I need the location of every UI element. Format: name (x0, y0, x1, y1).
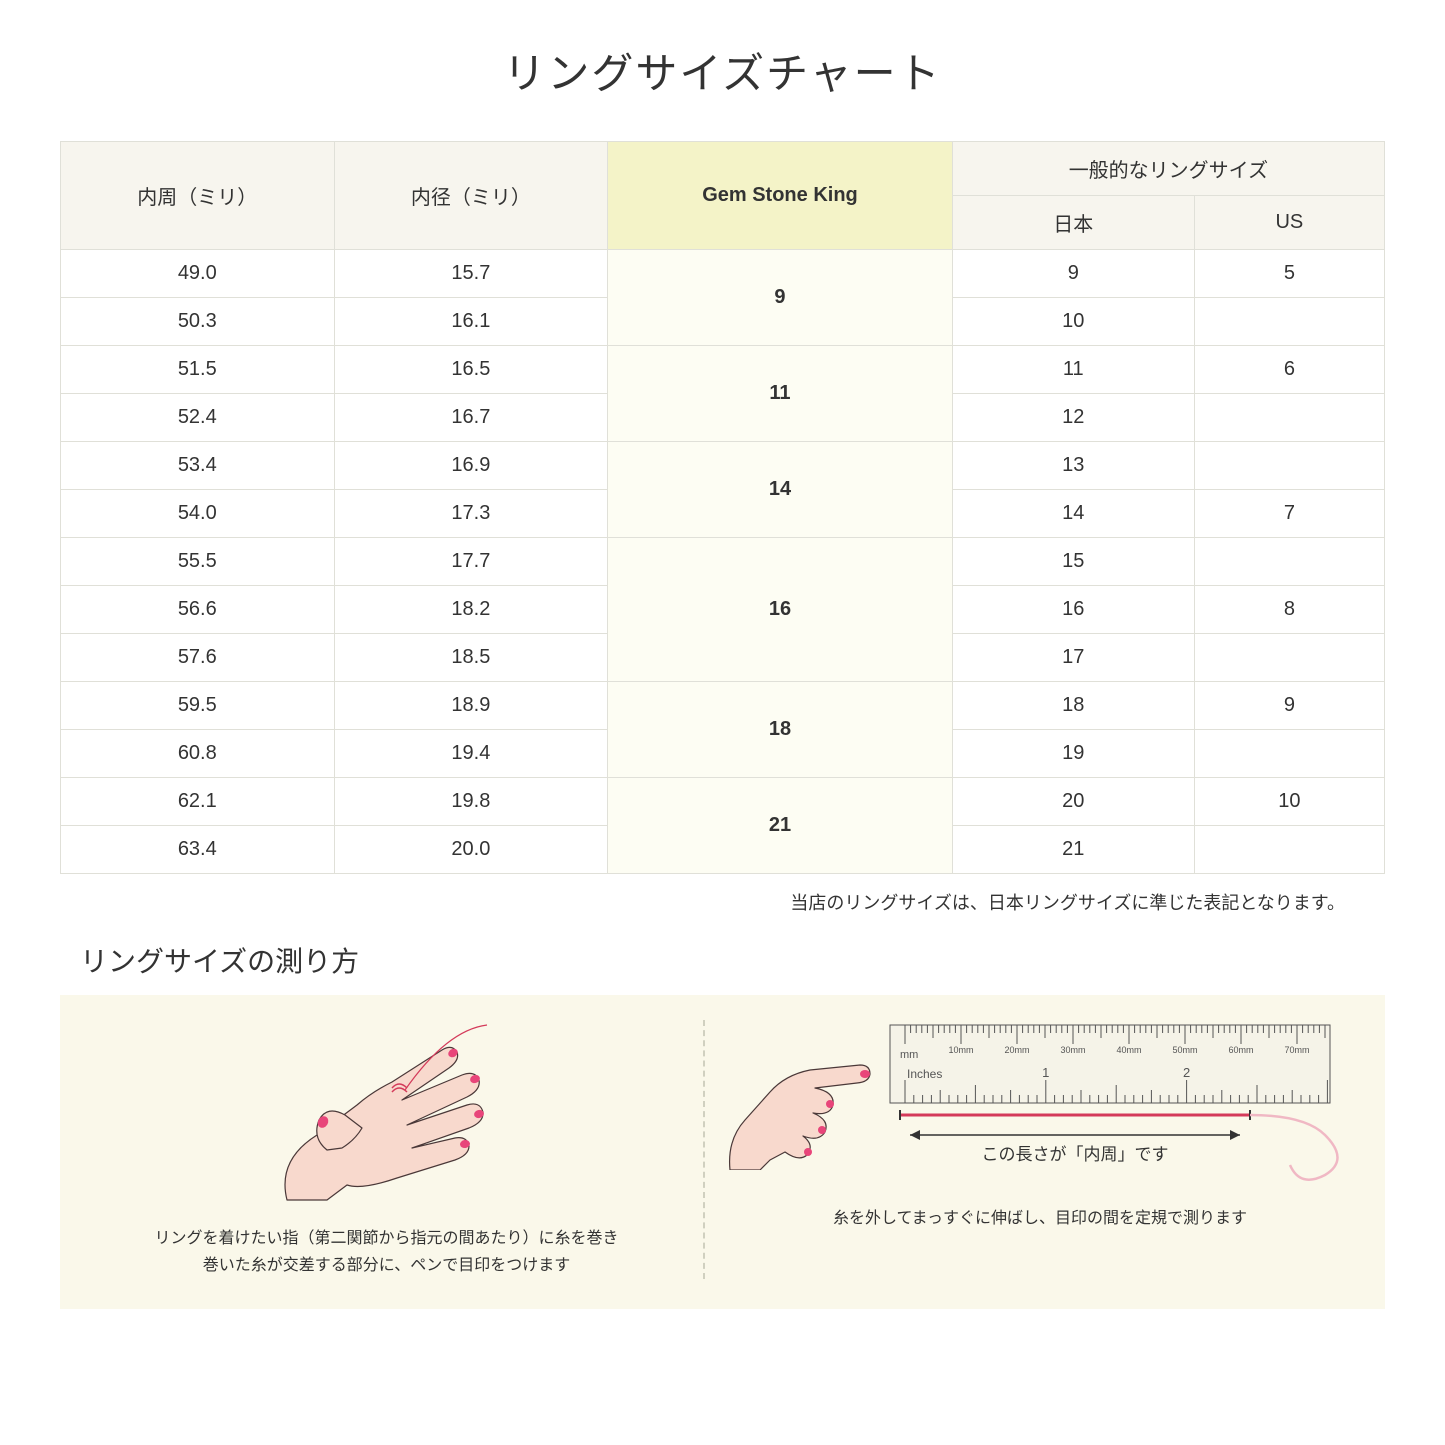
cell-us (1194, 298, 1384, 346)
measure-title: リングサイズの測り方 (80, 940, 1385, 980)
cell-gsk: 18 (608, 682, 953, 778)
cell-circumference: 51.5 (61, 346, 335, 394)
cell-gsk: 11 (608, 346, 953, 442)
svg-text:40mm: 40mm (1116, 1045, 1141, 1055)
page-title: リングサイズチャート (60, 40, 1385, 101)
cell-us: 8 (1194, 586, 1384, 634)
instructions-divider (703, 1020, 705, 1279)
cell-japan: 19 (952, 730, 1194, 778)
ruler-illustration: 10mm 20mm 30mm 40mm 50mm 60mm 70mm mm Inches 1… (885, 1020, 1355, 1190)
cell-diameter: 18.5 (334, 634, 608, 682)
cell-diameter: 18.2 (334, 586, 608, 634)
cell-circumference: 49.0 (61, 250, 335, 298)
cell-circumference: 62.1 (61, 778, 335, 826)
cell-japan: 12 (952, 394, 1194, 442)
cell-gsk: 14 (608, 442, 953, 538)
cell-japan: 15 (952, 538, 1194, 586)
cell-us: 10 (1194, 778, 1384, 826)
cell-circumference: 52.4 (61, 394, 335, 442)
cell-japan: 16 (952, 586, 1194, 634)
cell-diameter: 17.3 (334, 490, 608, 538)
cell-circumference: 59.5 (61, 682, 335, 730)
table-row: 59.518.918189 (61, 682, 1385, 730)
cell-gsk: 16 (608, 538, 953, 682)
cell-us: 7 (1194, 490, 1384, 538)
ruler-mm-label: mm (900, 1049, 918, 1061)
cell-japan: 20 (952, 778, 1194, 826)
instruction-step-1: リングを着けたい指（第二関節から指元の間あたり）に糸を巻き 巻いた糸が交差する部… (90, 1020, 683, 1279)
cell-us (1194, 826, 1384, 874)
cell-japan: 10 (952, 298, 1194, 346)
cell-gsk: 21 (608, 778, 953, 874)
cell-circumference: 55.5 (61, 538, 335, 586)
cell-diameter: 16.9 (334, 442, 608, 490)
cell-diameter: 19.4 (334, 730, 608, 778)
svg-text:1: 1 (1042, 1065, 1049, 1080)
instruction-1-text: リングを着けたい指（第二関節から指元の間あたり）に糸を巻き 巻いた糸が交差する部… (90, 1225, 683, 1279)
cell-japan: 9 (952, 250, 1194, 298)
ruler-in-label: Inches (907, 1067, 942, 1081)
table-row: 55.517.71615 (61, 538, 1385, 586)
cell-us (1194, 538, 1384, 586)
svg-text:10mm: 10mm (948, 1045, 973, 1055)
cell-diameter: 15.7 (334, 250, 608, 298)
cell-diameter: 16.7 (334, 394, 608, 442)
hand-point-illustration (725, 1020, 875, 1170)
cell-circumference: 54.0 (61, 490, 335, 538)
instruction-2-text: 糸を外してまっすぐに伸ばし、目印の間を定規で測ります (725, 1205, 1355, 1232)
table-row: 62.119.8212010 (61, 778, 1385, 826)
svg-text:50mm: 50mm (1172, 1045, 1197, 1055)
svg-text:20mm: 20mm (1004, 1045, 1029, 1055)
cell-us: 9 (1194, 682, 1384, 730)
cell-japan: 11 (952, 346, 1194, 394)
cell-circumference: 60.8 (61, 730, 335, 778)
header-us: US (1194, 196, 1384, 250)
cell-diameter: 16.5 (334, 346, 608, 394)
header-general-group: 一般的なリングサイズ (952, 142, 1384, 196)
cell-diameter: 16.1 (334, 298, 608, 346)
cell-circumference: 50.3 (61, 298, 335, 346)
table-row: 51.516.511116 (61, 346, 1385, 394)
instructions-panel: リングを着けたい指（第二関節から指元の間あたり）に糸を巻き 巻いた糸が交差する部… (60, 995, 1385, 1309)
note-text: 当店のリングサイズは、日本リングサイズに準じた表記となります。 (60, 889, 1345, 915)
cell-diameter: 18.9 (334, 682, 608, 730)
svg-text:2: 2 (1183, 1065, 1190, 1080)
cell-japan: 14 (952, 490, 1194, 538)
cell-japan: 21 (952, 826, 1194, 874)
svg-text:60mm: 60mm (1228, 1045, 1253, 1055)
hand-wrap-illustration (227, 1020, 547, 1210)
measure-length-label: この長さが「内周」です (982, 1145, 1169, 1164)
cell-diameter: 17.7 (334, 538, 608, 586)
cell-us: 5 (1194, 250, 1384, 298)
table-row: 49.015.7995 (61, 250, 1385, 298)
header-japan: 日本 (952, 196, 1194, 250)
cell-japan: 18 (952, 682, 1194, 730)
header-diameter: 内径（ミリ） (334, 142, 608, 250)
cell-us (1194, 442, 1384, 490)
cell-japan: 13 (952, 442, 1194, 490)
cell-circumference: 57.6 (61, 634, 335, 682)
cell-diameter: 19.8 (334, 778, 608, 826)
cell-us: 6 (1194, 346, 1384, 394)
size-chart-table: 内周（ミリ） 内径（ミリ） Gem Stone King 一般的なリングサイズ … (60, 141, 1385, 874)
cell-us (1194, 730, 1384, 778)
cell-us (1194, 634, 1384, 682)
cell-diameter: 20.0 (334, 826, 608, 874)
cell-japan: 17 (952, 634, 1194, 682)
cell-us (1194, 394, 1384, 442)
cell-circumference: 53.4 (61, 442, 335, 490)
cell-circumference: 63.4 (61, 826, 335, 874)
header-gsk: Gem Stone King (608, 142, 953, 250)
cell-gsk: 9 (608, 250, 953, 346)
table-row: 53.416.91413 (61, 442, 1385, 490)
svg-text:30mm: 30mm (1060, 1045, 1085, 1055)
cell-circumference: 56.6 (61, 586, 335, 634)
svg-text:70mm: 70mm (1284, 1045, 1309, 1055)
header-circumference: 内周（ミリ） (61, 142, 335, 250)
instruction-step-2: 10mm 20mm 30mm 40mm 50mm 60mm 70mm mm Inches 1… (725, 1020, 1355, 1279)
